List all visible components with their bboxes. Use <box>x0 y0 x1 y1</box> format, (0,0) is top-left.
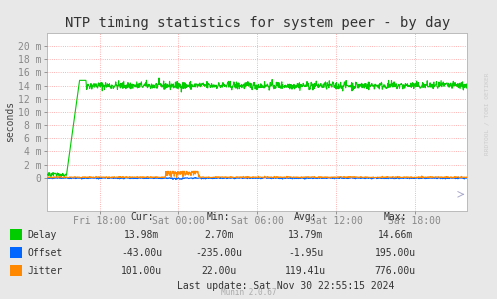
Text: -235.00u: -235.00u <box>195 248 242 258</box>
Text: 195.00u: 195.00u <box>375 248 415 258</box>
Title: NTP timing statistics for system peer - by day: NTP timing statistics for system peer - … <box>65 16 450 30</box>
Text: -1.95u: -1.95u <box>288 248 323 258</box>
Text: 13.79m: 13.79m <box>288 230 323 240</box>
Text: 22.00u: 22.00u <box>201 266 236 276</box>
Text: 14.66m: 14.66m <box>378 230 413 240</box>
Y-axis label: seconds: seconds <box>5 101 15 142</box>
Text: Min:: Min: <box>207 212 231 222</box>
Text: Max:: Max: <box>383 212 407 222</box>
Text: -43.00u: -43.00u <box>121 248 162 258</box>
Text: 776.00u: 776.00u <box>375 266 415 276</box>
Text: RRDTOOL / TOBI OETIKER: RRDTOOL / TOBI OETIKER <box>485 72 490 155</box>
Text: Delay: Delay <box>27 230 57 240</box>
Text: Munin 2.0.67: Munin 2.0.67 <box>221 288 276 297</box>
Text: 13.98m: 13.98m <box>124 230 159 240</box>
Text: Offset: Offset <box>27 248 63 258</box>
Text: 119.41u: 119.41u <box>285 266 326 276</box>
Text: Cur:: Cur: <box>130 212 154 222</box>
Text: 2.70m: 2.70m <box>204 230 234 240</box>
Text: 101.00u: 101.00u <box>121 266 162 276</box>
Text: Last update: Sat Nov 30 22:55:15 2024: Last update: Sat Nov 30 22:55:15 2024 <box>177 281 395 292</box>
Text: Avg:: Avg: <box>294 212 318 222</box>
Text: Jitter: Jitter <box>27 266 63 276</box>
